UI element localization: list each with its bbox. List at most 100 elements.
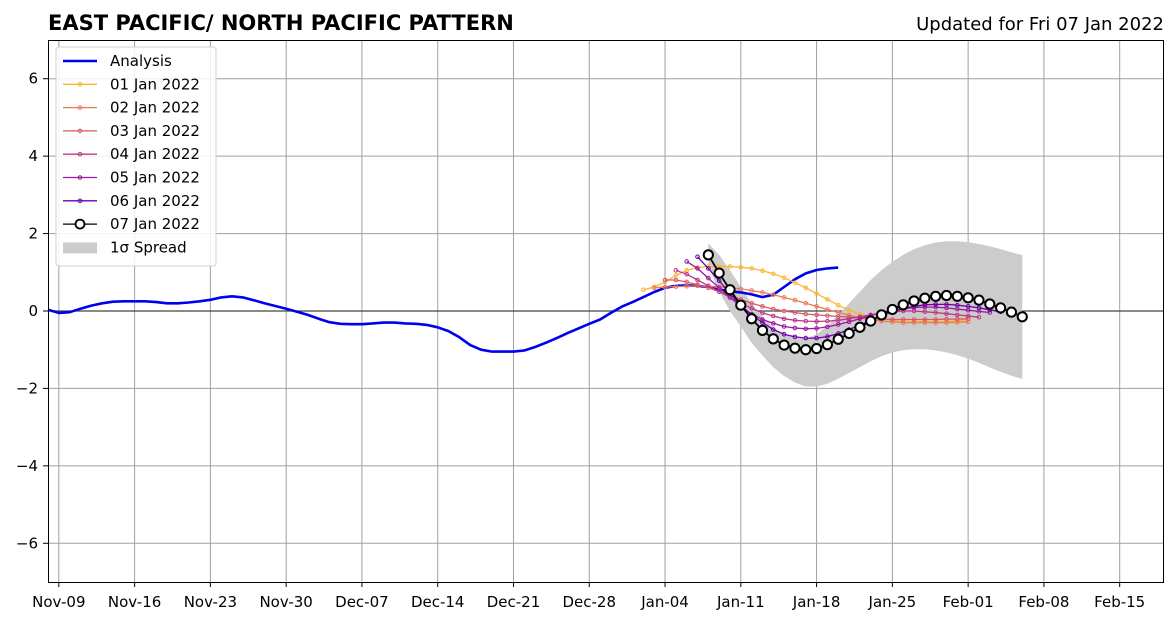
- data-point: [789, 342, 801, 354]
- data-point: [911, 320, 917, 325]
- data-point: [940, 289, 953, 302]
- legend-label: 02 Jan 2022: [110, 99, 200, 117]
- legend-marker: [77, 175, 83, 180]
- legend-entry: 01 Jan 2022: [63, 75, 200, 93]
- tick-labels: Nov-09 Nov-16 Nov-23 Nov-30 Dec-07 Dec-14 Dec-…: [16, 70, 1145, 611]
- x-tick-label: Dec-14: [411, 593, 465, 611]
- data-point: [976, 314, 982, 320]
- data-point: [825, 307, 830, 312]
- y-tick-label: 2: [28, 225, 38, 243]
- x-tick-label: Dec-28: [562, 593, 616, 611]
- data-point: [716, 278, 722, 284]
- data-point: [803, 311, 809, 317]
- data-point: [778, 339, 790, 351]
- data-point: [800, 344, 812, 356]
- legend-label: 07 Jan 2022: [110, 215, 200, 233]
- data-point: [760, 304, 765, 309]
- data-point: [651, 285, 657, 291]
- data-point: [832, 333, 844, 345]
- data-point: [770, 327, 776, 332]
- legend-label: Analysis: [110, 52, 172, 70]
- y-tick-label: 6: [28, 70, 38, 88]
- data-point: [944, 311, 949, 317]
- legend: Analysis 01 Jan 2022 02 Jan 2022 03 Jan 202…: [55, 46, 217, 267]
- data-point: [749, 266, 754, 271]
- data-point: [695, 266, 700, 271]
- data-point: [770, 271, 776, 277]
- data-point: [803, 285, 809, 291]
- data-point: [770, 313, 776, 319]
- data-point: [944, 302, 949, 307]
- x-tick-label: Jan-04: [640, 593, 689, 611]
- data-point: [781, 308, 787, 314]
- data-point: [695, 282, 700, 287]
- legend-marker: [77, 198, 83, 204]
- legend-entry: Analysis: [63, 52, 172, 70]
- data-point: [673, 273, 679, 278]
- data-point: [890, 317, 895, 322]
- data-point: [684, 283, 689, 289]
- data-point: [749, 300, 754, 306]
- x-tick-label: Nov-16: [108, 593, 161, 611]
- x-tick-label: Jan-18: [792, 593, 841, 611]
- spread-area: [708, 241, 1023, 387]
- data-point: [706, 266, 711, 271]
- data-point: [713, 267, 725, 279]
- x-tick-label: Feb-08: [1018, 593, 1069, 611]
- data-point: [738, 264, 744, 270]
- legend-entry: 05 Jan 2022: [63, 169, 200, 187]
- legend-entry: 04 Jan 2022: [63, 145, 200, 163]
- data-point: [695, 254, 700, 260]
- data-point: [933, 310, 938, 315]
- data-point: [973, 294, 985, 306]
- x-tick-label: Jan-11: [716, 593, 765, 611]
- data-point: [846, 307, 852, 313]
- data-point: [760, 310, 765, 316]
- data-point: [933, 302, 938, 307]
- data-point: [673, 277, 679, 283]
- data-point: [875, 309, 888, 321]
- data-point: [846, 319, 852, 325]
- data-point: [965, 319, 971, 325]
- data-point: [803, 300, 809, 306]
- legend-label: 03 Jan 2022: [110, 122, 200, 140]
- y-tick-label: 4: [28, 147, 38, 165]
- legend-label: 04 Jan 2022: [110, 145, 200, 163]
- data-point: [825, 334, 830, 339]
- data-point: [835, 317, 841, 323]
- data-point: [846, 316, 852, 322]
- data-point: [976, 305, 982, 311]
- data-point: [962, 292, 974, 304]
- series-04-jan-2022: [673, 268, 982, 324]
- plot-frame: [48, 40, 1164, 583]
- data-point: [965, 313, 971, 319]
- legend-label: 01 Jan 2022: [110, 75, 200, 93]
- data-point: [803, 335, 809, 341]
- data-point: [835, 322, 841, 327]
- x-tick-label: Nov-09: [32, 593, 85, 611]
- chart-subtitle: Updated for Fri 07 Jan 2022: [916, 14, 1164, 35]
- data-point: [767, 333, 779, 345]
- data-point: [792, 280, 798, 286]
- data-point: [792, 325, 798, 331]
- series-07-jan-2022: [702, 249, 1028, 356]
- data-point: [897, 299, 909, 311]
- legend-marker: [77, 151, 83, 157]
- y-tick-label: 0: [28, 302, 38, 320]
- data-point: [951, 290, 963, 302]
- legend-marker: [74, 218, 86, 230]
- legend-entry: 06 Jan 2022: [63, 192, 200, 210]
- data-point: [803, 326, 809, 332]
- data-point: [821, 339, 834, 351]
- x-tick-label: Nov-23: [184, 593, 237, 611]
- legend-marker: [77, 128, 83, 134]
- data-point: [944, 316, 949, 322]
- data-point: [760, 268, 765, 274]
- data-point: [716, 285, 722, 291]
- data-point: [781, 275, 787, 281]
- data-point: [825, 324, 830, 330]
- data-point: [955, 312, 960, 318]
- data-point: [835, 302, 841, 308]
- data-point: [724, 284, 736, 296]
- data-point: [900, 317, 906, 322]
